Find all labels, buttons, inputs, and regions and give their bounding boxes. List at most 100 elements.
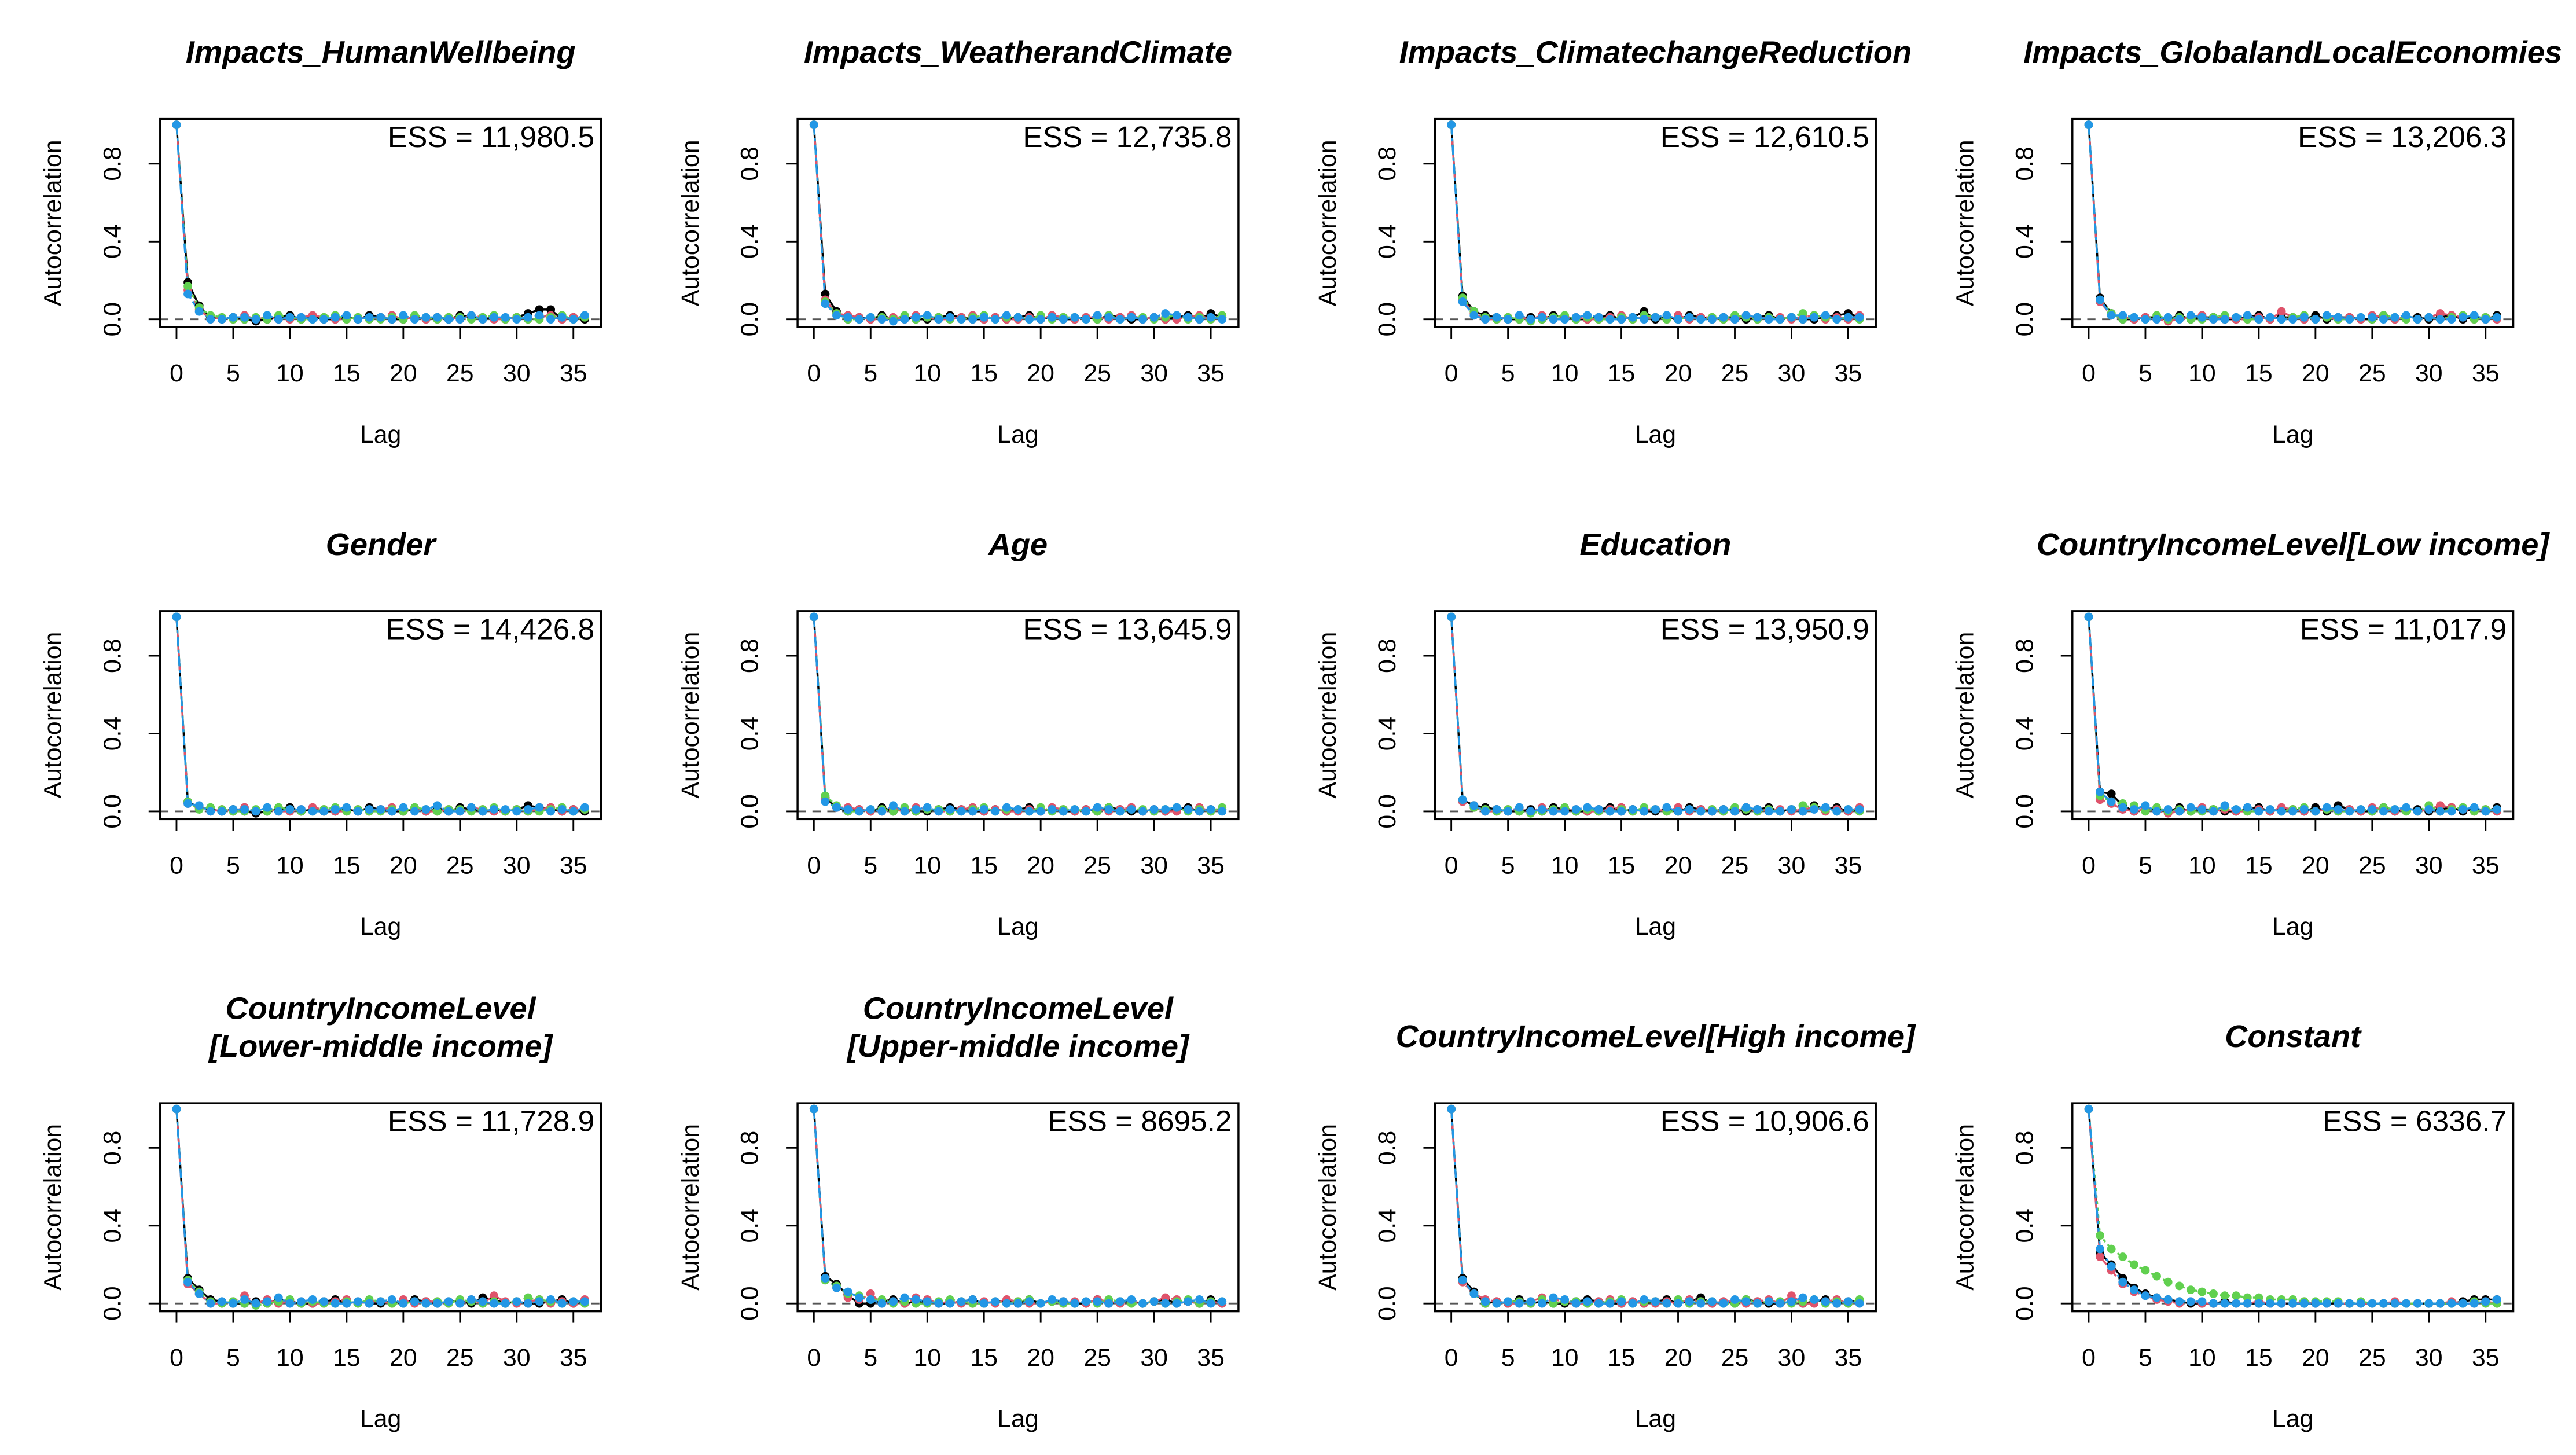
point <box>2096 1231 2104 1240</box>
point <box>308 315 317 324</box>
point <box>1447 120 1456 130</box>
point <box>1093 1297 1102 1306</box>
annotation: ESS = 11,017.9 <box>2300 612 2507 645</box>
point <box>2277 807 2286 816</box>
point <box>2288 807 2298 816</box>
point <box>1537 1299 1546 1308</box>
point <box>2175 1297 2184 1306</box>
point <box>1082 1297 1090 1306</box>
point <box>1594 1299 1603 1308</box>
point <box>957 315 966 324</box>
point <box>889 317 898 326</box>
y-tick-label: 0.0 <box>1373 302 1401 336</box>
point <box>1115 807 1125 816</box>
point <box>1640 1295 1649 1304</box>
point <box>2197 1287 2207 1296</box>
series-line <box>813 124 1222 322</box>
point <box>2186 1285 2195 1295</box>
point <box>821 1274 830 1283</box>
x-tick-label: 10 <box>2188 359 2216 387</box>
series-line <box>1450 1109 1860 1305</box>
annotation: ESS = 10,906.6 <box>1660 1105 1869 1138</box>
point <box>546 1295 555 1304</box>
y-tick-label: 0.4 <box>1373 225 1401 259</box>
y-axis-label: Autocorrelation <box>1314 1124 1342 1291</box>
y-tick-label: 0.8 <box>1373 146 1401 181</box>
point <box>274 1293 283 1302</box>
point <box>934 315 943 324</box>
y-tick-label: 0.4 <box>736 1208 764 1243</box>
point <box>557 805 567 814</box>
x-tick-label: 0 <box>2082 852 2096 880</box>
x-tick-label: 25 <box>446 359 474 387</box>
x-tick-label: 25 <box>1721 1344 1749 1372</box>
point <box>1048 805 1057 814</box>
point <box>512 315 521 324</box>
point <box>1571 805 1581 814</box>
point <box>410 315 419 324</box>
point <box>2277 315 2286 324</box>
point <box>2096 787 2104 796</box>
point <box>1776 315 1785 324</box>
point <box>2096 1252 2104 1261</box>
series-line <box>1450 1109 1860 1305</box>
x-tick-label: 15 <box>2245 852 2273 880</box>
y-tick-label: 0.8 <box>1373 1131 1401 1165</box>
point <box>1138 1299 1147 1308</box>
x-tick-label: 30 <box>1140 852 1168 880</box>
y-tick-label: 0.8 <box>2011 638 2038 673</box>
point <box>1093 311 1102 320</box>
point <box>1719 805 1728 814</box>
point <box>1798 1293 1807 1302</box>
x-tick-label: 25 <box>446 852 474 880</box>
point <box>1764 807 1773 816</box>
point <box>501 313 510 322</box>
point <box>1492 313 1501 322</box>
point <box>1206 805 1215 814</box>
point <box>580 803 589 812</box>
point <box>240 1295 249 1304</box>
point <box>2311 315 2320 324</box>
point <box>1481 315 1490 324</box>
point <box>1696 1299 1706 1308</box>
point <box>1549 1293 1558 1302</box>
x-tick-label: 25 <box>2358 359 2386 387</box>
point <box>877 315 887 324</box>
point <box>1492 805 1501 814</box>
point <box>2345 315 2354 324</box>
x-tick-label: 20 <box>1027 1344 1054 1372</box>
point <box>968 807 978 816</box>
point <box>900 315 909 324</box>
annotation: ESS = 12,610.5 <box>1660 120 1869 153</box>
point <box>501 805 510 814</box>
point <box>1447 612 1456 622</box>
series-line <box>2088 124 2497 321</box>
series-line <box>813 616 1223 813</box>
point <box>274 807 283 816</box>
point <box>330 1299 340 1308</box>
x-tick-label: 35 <box>1197 852 1225 880</box>
point <box>478 315 487 324</box>
point <box>2220 315 2229 324</box>
point <box>1764 1297 1773 1306</box>
point <box>934 807 943 816</box>
point <box>1730 1295 1739 1304</box>
point <box>1036 1299 1045 1308</box>
point <box>2277 1299 2286 1308</box>
point <box>832 311 841 320</box>
point <box>2141 1291 2150 1300</box>
panel-title: Gender <box>326 527 438 562</box>
point <box>1821 311 1830 320</box>
point <box>433 313 442 322</box>
series-line <box>175 124 585 321</box>
point <box>342 803 351 812</box>
point <box>2435 315 2445 324</box>
y-tick-label: 0.0 <box>98 794 126 828</box>
point <box>217 315 226 324</box>
point <box>1787 313 1796 322</box>
series-line <box>1450 124 1860 322</box>
point <box>1730 807 1739 816</box>
annotation: ESS = 13,206.3 <box>2298 120 2507 153</box>
point <box>285 313 295 322</box>
y-axis-label: Autocorrelation <box>677 632 704 799</box>
